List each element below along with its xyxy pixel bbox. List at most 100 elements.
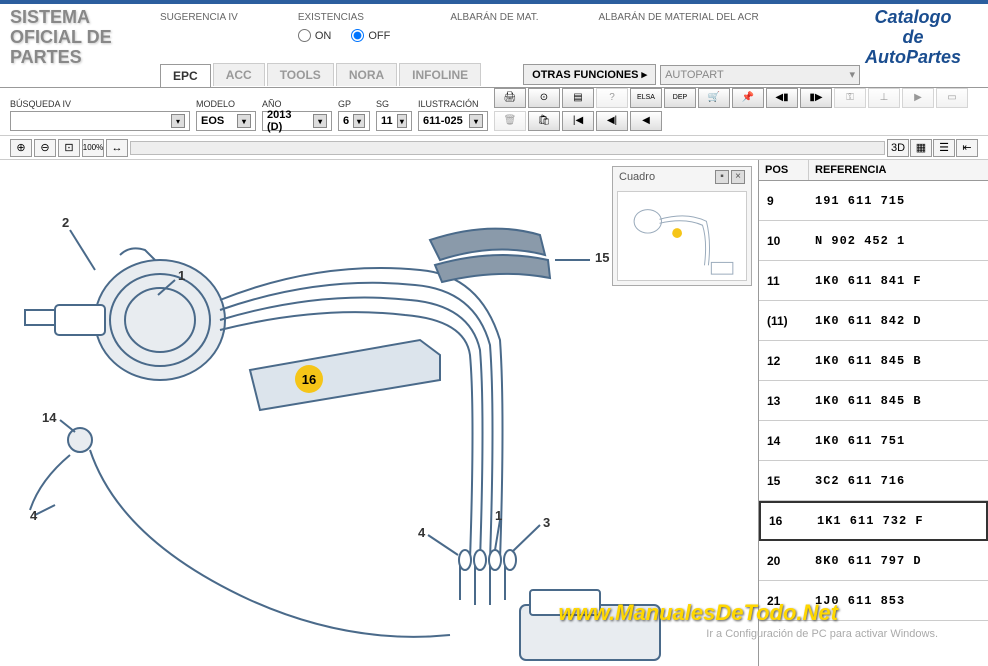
table-row[interactable]: 121K0 611 845 B <box>759 341 988 381</box>
first-icon[interactable]: |◀ <box>562 111 594 131</box>
view-list-icon[interactable]: ☰ <box>933 139 955 157</box>
table-cell-pos: (11) <box>759 310 809 332</box>
view-3d-button[interactable]: 3D <box>887 139 909 157</box>
wheel-icon[interactable]: ⊙ <box>528 88 560 108</box>
modelo-select[interactable]: EOS▾ <box>196 111 256 131</box>
help-icon[interactable]: ? <box>596 88 628 108</box>
callout-3: 3 <box>543 515 550 530</box>
table-row[interactable]: (11)1K0 611 842 D <box>759 301 988 341</box>
gp-label: GP <box>338 99 370 109</box>
table-cell-ref: N 902 452 1 <box>809 230 988 252</box>
sg-label: SG <box>376 99 412 109</box>
ilustracion-select[interactable]: 611-025▾ <box>418 111 488 131</box>
shop-icon[interactable]: 🛍 <box>528 111 560 131</box>
back-icon[interactable]: ◀ <box>630 111 662 131</box>
cuadro-pin-icon[interactable]: ▪ <box>715 170 729 184</box>
tab-nora[interactable]: NORA <box>336 63 397 86</box>
callout-4b: 4 <box>418 525 425 540</box>
logo-right: Catalogo de AutoPartes <box>848 8 978 67</box>
tab-infoline[interactable]: INFOLINE <box>399 63 481 86</box>
table-row[interactable]: 208K0 611 797 D <box>759 541 988 581</box>
tab-epc[interactable]: EPC <box>160 64 211 87</box>
page-prev-icon[interactable]: ◀▮ <box>766 88 798 108</box>
page-next-icon[interactable]: ▮▶ <box>800 88 832 108</box>
table-row[interactable]: 161K1 611 732 F <box>759 501 988 541</box>
view-collapse-icon[interactable]: ⇤ <box>956 139 978 157</box>
zoom-fit-icon[interactable]: ↔ <box>106 139 128 157</box>
print-icon[interactable]: 🖨 <box>494 88 526 108</box>
gp-select[interactable]: 6▾ <box>338 111 370 131</box>
table-cell-ref: 8K0 611 797 D <box>809 550 988 572</box>
zoom-out-icon[interactable]: ⊖ <box>34 139 56 157</box>
play-icon[interactable]: ▶ <box>902 88 934 108</box>
zoom-100-icon[interactable]: 100% <box>82 139 104 157</box>
parts-table: POS REFERENCIA 9191 611 71510N 902 452 1… <box>758 160 988 666</box>
table-cell-ref: 1K0 611 751 <box>809 430 988 452</box>
zoom-in-icon[interactable]: ⊕ <box>10 139 32 157</box>
table-header-pos[interactable]: POS <box>759 160 809 180</box>
table-cell-ref: 1K0 611 841 F <box>809 270 988 292</box>
table-cell-ref: 1K0 611 845 B <box>809 390 988 412</box>
albaran-acr-label: ALBARÁN DE MATERIAL DEL ACR <box>598 12 758 42</box>
ilustracion-label: ILUSTRACIÓN <box>418 99 488 109</box>
table-row[interactable]: 10N 902 452 1 <box>759 221 988 261</box>
cuadro-panel: Cuadro ▪ × <box>612 166 752 286</box>
table-cell-pos: 9 <box>759 190 809 212</box>
table-cell-ref: 191 611 715 <box>809 190 988 212</box>
sg-select[interactable]: 11▾ <box>376 111 412 131</box>
zoom-slider[interactable] <box>130 141 885 155</box>
table-cell-pos: 15 <box>759 470 809 492</box>
otras-funciones-button[interactable]: OTRAS FUNCIONES ▸ <box>523 64 656 85</box>
existencias-off-radio[interactable]: OFF <box>351 29 390 42</box>
logo-left: SISTEMA OFICIAL DE PARTES <box>10 8 160 67</box>
windows-activate-text: Ir a Configuración de PC para activar Wi… <box>706 628 938 640</box>
busqueda-input[interactable]: ▾ <box>10 111 190 131</box>
autopart-select[interactable]: AUTOPART▾ <box>660 65 860 85</box>
table-cell-ref: 1K0 611 842 D <box>809 310 988 332</box>
cuadro-thumbnail[interactable] <box>617 191 747 281</box>
table-header-ref[interactable]: REFERENCIA <box>809 160 988 180</box>
callout-1: 1 <box>178 268 185 283</box>
table-row[interactable]: 111K0 611 841 F <box>759 261 988 301</box>
pin-icon[interactable]: 📌 <box>732 88 764 108</box>
modelo-label: MODELO <box>196 99 256 109</box>
ano-select[interactable]: 2013 (D)▾ <box>262 111 332 131</box>
table-cell-ref: 1K0 611 845 B <box>809 350 988 372</box>
suspension-icon[interactable]: ⊥ <box>868 88 900 108</box>
view-grid-icon[interactable]: ▦ <box>910 139 932 157</box>
table-cell-pos: 12 <box>759 350 809 372</box>
highlight-16[interactable]: 16 <box>295 365 323 393</box>
table-cell-pos: 20 <box>759 550 809 572</box>
table-cell-pos: 14 <box>759 430 809 452</box>
key-icon[interactable]: ⚿ <box>834 88 866 108</box>
tab-acc[interactable]: ACC <box>213 63 265 86</box>
callout-14: 14 <box>42 410 56 425</box>
existencias-group: EXISTENCIAS ON OFF <box>298 12 391 42</box>
table-row[interactable]: 141K0 611 751 <box>759 421 988 461</box>
existencias-on-radio[interactable]: ON <box>298 29 332 42</box>
depot-icon[interactable]: DEP <box>664 88 696 108</box>
elsa-icon[interactable]: ELSA <box>630 88 662 108</box>
watermark-text: www.ManualesDeTodo.Net <box>558 600 838 626</box>
cart-icon[interactable]: 🛒 <box>698 88 730 108</box>
cuadro-close-icon[interactable]: × <box>731 170 745 184</box>
table-row[interactable]: 131K0 611 845 B <box>759 381 988 421</box>
table-row[interactable]: 9191 611 715 <box>759 181 988 221</box>
albaran-mat-label: ALBARÁN DE MAT. <box>450 12 538 42</box>
diagram-viewer[interactable]: 2 1 14 4 15 4 1 3 16 Cuadro ▪ × <box>0 160 758 666</box>
busqueda-label: BÚSQUEDA IV <box>10 99 190 109</box>
table-row[interactable]: 153C2 611 716 <box>759 461 988 501</box>
table-cell-ref: 3C2 611 716 <box>809 470 988 492</box>
table-cell-pos: 11 <box>759 270 809 292</box>
zoom-region-icon[interactable]: ⊡ <box>58 139 80 157</box>
doc-icon[interactable]: ▤ <box>562 88 594 108</box>
callout-15: 15 <box>595 250 609 265</box>
basket-icon[interactable]: 🗑 <box>494 111 526 131</box>
tab-tools[interactable]: TOOLS <box>267 63 334 86</box>
prev-icon[interactable]: ◀| <box>596 111 628 131</box>
callout-4: 4 <box>30 508 37 523</box>
callout-1b: 1 <box>495 508 502 523</box>
table-cell-pos: 10 <box>759 230 809 252</box>
screen-icon[interactable]: ▭ <box>936 88 968 108</box>
table-cell-pos: 13 <box>759 390 809 412</box>
